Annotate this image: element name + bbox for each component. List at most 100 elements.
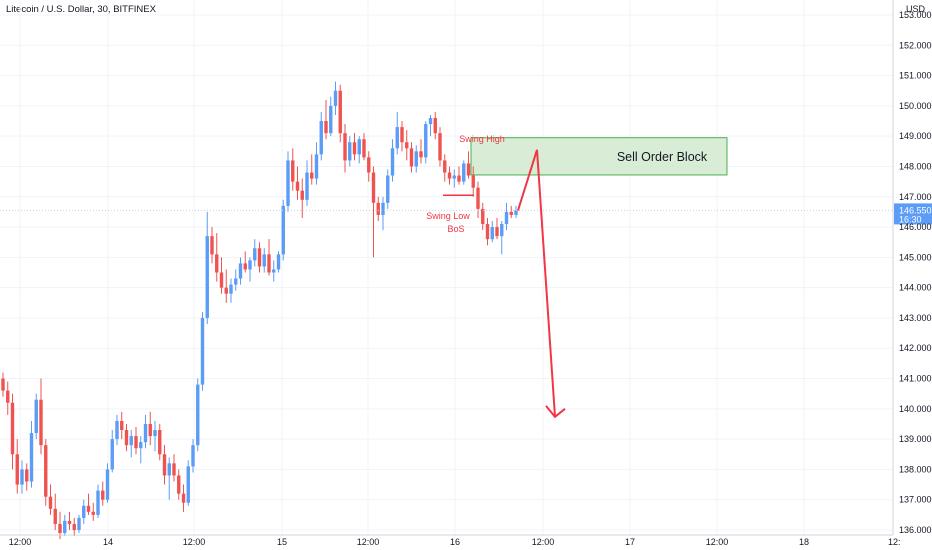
candle xyxy=(466,151,471,179)
candle-body xyxy=(215,254,219,273)
candle-body xyxy=(428,118,433,125)
candle xyxy=(44,439,48,506)
candle-body xyxy=(281,205,285,255)
x-tick-label: 14 xyxy=(103,537,113,547)
currency-label: USD xyxy=(906,4,926,14)
candle-body xyxy=(58,523,62,534)
candle-body xyxy=(504,211,509,225)
candle xyxy=(77,514,81,534)
candle-body xyxy=(466,163,471,176)
candle-body xyxy=(352,142,357,155)
candle xyxy=(110,430,114,473)
candle xyxy=(485,217,490,246)
candle xyxy=(314,142,319,185)
candle-body xyxy=(101,490,105,500)
x-tick-label: 18 xyxy=(799,537,809,547)
candle-body xyxy=(257,248,262,267)
candle xyxy=(6,381,10,415)
candle xyxy=(400,121,404,152)
y-tick-label: 146.000 xyxy=(899,222,932,232)
candle xyxy=(390,139,395,182)
candle xyxy=(148,411,152,446)
candle-body xyxy=(115,420,119,440)
candle xyxy=(428,114,433,137)
candle-body xyxy=(224,287,228,294)
candle xyxy=(457,166,461,185)
candle xyxy=(329,96,333,137)
candle xyxy=(243,251,247,273)
candle-body xyxy=(124,430,129,446)
sell-order-block: Sell Order Block xyxy=(470,137,728,176)
candle xyxy=(200,311,205,391)
current-price-countdown: 16:30 xyxy=(899,214,922,224)
candle-body xyxy=(82,505,86,518)
candle xyxy=(452,169,456,188)
candle xyxy=(124,423,129,452)
candle-body xyxy=(424,124,428,158)
candle-body xyxy=(476,187,480,209)
candle-body xyxy=(276,254,281,270)
candle-body xyxy=(400,127,404,143)
x-tick-label: 16 xyxy=(450,537,460,547)
candle xyxy=(143,414,148,449)
candle-body xyxy=(367,157,371,173)
candle-body xyxy=(362,139,366,158)
candle-body xyxy=(229,284,233,294)
candle xyxy=(1,372,5,397)
candle xyxy=(72,517,76,537)
current-price-tag xyxy=(894,203,932,225)
candle xyxy=(476,181,480,218)
candle xyxy=(120,411,124,440)
candle-body xyxy=(120,420,124,431)
candle-body xyxy=(158,430,162,455)
candle xyxy=(295,166,300,200)
y-tick-label: 144.000 xyxy=(899,283,932,293)
candle xyxy=(29,420,34,488)
candle xyxy=(395,111,399,155)
candle-body xyxy=(381,202,385,215)
candle xyxy=(409,142,414,173)
candle xyxy=(86,493,91,515)
candlestick-series xyxy=(1,81,518,540)
candle-body xyxy=(272,269,276,273)
candle xyxy=(248,257,252,282)
candle xyxy=(447,166,452,185)
candle-body xyxy=(72,523,76,530)
candle-body xyxy=(348,142,352,161)
candle-body xyxy=(291,160,295,182)
candle xyxy=(414,145,418,173)
candle-body xyxy=(447,172,452,179)
candle-body xyxy=(238,263,243,279)
candle-body xyxy=(253,248,257,261)
candle xyxy=(63,514,67,537)
candle xyxy=(134,427,138,455)
x-tick-label: 12:00 xyxy=(357,537,380,547)
candle-body xyxy=(196,384,200,446)
order-block-zone xyxy=(470,137,728,176)
candle-body xyxy=(333,90,338,106)
candle-body xyxy=(181,493,186,503)
x-tick-label: 12:00 xyxy=(9,537,32,547)
candle xyxy=(101,481,105,506)
candle xyxy=(158,423,162,461)
candle xyxy=(215,233,219,282)
x-tick-label: 12:00 xyxy=(183,537,206,547)
candle-body xyxy=(295,181,300,191)
candle xyxy=(181,484,186,512)
candle xyxy=(310,154,314,185)
candle xyxy=(471,166,475,197)
candle xyxy=(490,221,494,243)
candle xyxy=(500,221,504,255)
candle-body xyxy=(419,151,423,158)
candle-body xyxy=(490,227,494,240)
candle xyxy=(257,242,262,273)
candle xyxy=(386,169,390,209)
y-tick-label: 145.000 xyxy=(899,252,932,262)
candle-body xyxy=(167,463,171,476)
candle xyxy=(276,251,281,273)
candle-body xyxy=(319,121,323,155)
y-tick-label: 140.000 xyxy=(899,404,932,414)
y-tick-label: 136.000 xyxy=(899,525,932,535)
candle-body xyxy=(414,151,418,167)
